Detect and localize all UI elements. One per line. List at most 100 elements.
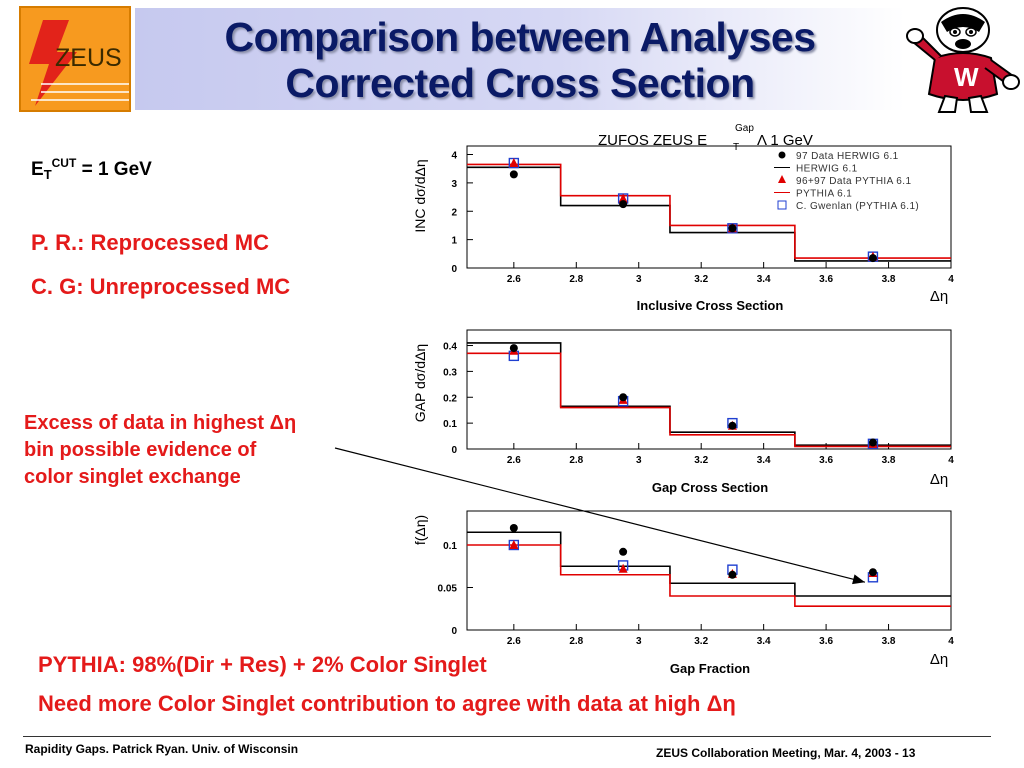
- herwig-data-point: [509, 170, 518, 179]
- herwig-data-point: [868, 438, 877, 447]
- plot-frame-3: [466, 510, 952, 631]
- x-tick-label: 3.8: [882, 274, 896, 285]
- herwig-histogram: [467, 531, 951, 597]
- herwig-data-point: [619, 393, 628, 402]
- y-tick-label: 0.1: [443, 541, 457, 552]
- y-tick-label: 0: [451, 264, 457, 275]
- herwig-data-point: [509, 524, 518, 532]
- herwig-data-point: [868, 254, 877, 263]
- y-tick-label: 4: [451, 151, 457, 162]
- pythia-data-point: [509, 540, 519, 549]
- y-tick-label: 0: [451, 445, 457, 456]
- excess-line-1: Excess of data in highest Δη: [24, 412, 297, 434]
- y-axis-label: GAP dσ/dΔη: [412, 344, 428, 422]
- plot-frame-1: [466, 145, 952, 269]
- chart-title-sub: T: [733, 142, 739, 153]
- excess-note: Excess of data in highest Δη bin possibl…: [24, 410, 384, 491]
- legend-entry: PYTHIA 6.1: [796, 189, 852, 200]
- herwig-data-point: [728, 224, 737, 233]
- pythia-histogram: [467, 544, 951, 607]
- herwig-data-point: [868, 568, 877, 577]
- herwig-data-point: [509, 344, 518, 353]
- y-tick-label: 0: [451, 626, 457, 637]
- chart-title-tail: Λ 1 GeV: [757, 132, 813, 149]
- x-tick-label: 3.2: [694, 274, 708, 285]
- excess-line-3: color singlet exchange: [24, 466, 241, 488]
- et-base: E: [31, 159, 44, 180]
- x-tick-label: 3.8: [882, 636, 896, 647]
- zeus-logo-text: ZEUS: [55, 44, 122, 72]
- excess-line-2: bin possible evidence of: [24, 439, 257, 461]
- y-tick-label: 0.4: [443, 342, 457, 353]
- title-line-2: Corrected Cross Section: [285, 60, 755, 106]
- legend-marker-pythia-data: [778, 175, 786, 183]
- herwig-data-point: [728, 421, 737, 430]
- x-tick-label: 4: [948, 274, 954, 285]
- y-tick-label: 0.2: [443, 393, 457, 404]
- x-tick-label: 4: [948, 455, 954, 466]
- x-tick-label: 3: [636, 636, 642, 647]
- et-sup: CUT: [51, 156, 77, 170]
- pythia-data-point: [509, 158, 519, 168]
- pythia-data-point: [618, 563, 628, 573]
- x-tick-label: 2.6: [507, 636, 521, 647]
- x-tick-label: 3.6: [819, 636, 833, 647]
- x-tick-label: 2.8: [569, 636, 583, 647]
- et-cut-label: ETCUT = 1 GeV: [31, 156, 152, 182]
- x-tick-label: 2.8: [569, 455, 583, 466]
- badger-mascot-icon: W: [906, 7, 1020, 113]
- pythia-histogram: [467, 163, 951, 259]
- need-more-note: Need more Color Singlet contribution to …: [38, 691, 736, 716]
- pythia-note: PYTHIA: 98%(Dir + Res) + 2% Color Single…: [38, 652, 487, 677]
- y-tick-label: 0.05: [438, 584, 458, 595]
- x-tick-label: 2.6: [507, 455, 521, 466]
- panel-subtitle: Gap Cross Section: [652, 480, 768, 495]
- pr-note: P. R.: Reprocessed MC: [31, 230, 270, 255]
- title-band: [135, 8, 905, 110]
- x-tick-label: 3.4: [757, 274, 771, 285]
- slide-title: Comparison between Analyses Corrected Cr…: [135, 14, 905, 106]
- footer-left: Rapidity Gaps. Patrick Ryan. Univ. of Wi…: [25, 742, 299, 756]
- legend-entry: C. Gwenlan (PYTHIA 6.1): [796, 201, 919, 212]
- x-tick-label: 3.8: [882, 455, 896, 466]
- herwig-data-point: [619, 547, 628, 556]
- herwig-data-point: [619, 200, 628, 209]
- x-axis-label: Δη: [930, 651, 948, 668]
- cg-note: C. G: Unreprocessed MC: [31, 274, 291, 299]
- lightning-bolt-icon: [29, 20, 129, 106]
- x-tick-label: 3.6: [819, 455, 833, 466]
- annotation-arrow-head: [852, 574, 865, 585]
- et-value: = 1 GeV: [76, 159, 152, 180]
- x-tick-label: 4: [948, 636, 954, 647]
- herwig-data-point: [728, 570, 737, 579]
- panel-subtitle: Gap Fraction: [670, 661, 750, 676]
- y-tick-label: 0.1: [443, 419, 457, 430]
- chart-title: ZUFOS ZEUS E: [598, 132, 707, 149]
- zeus-logo: ZEUS: [19, 6, 131, 112]
- legend-marker-gwenlan: [777, 200, 787, 210]
- x-axis-label: Δη: [930, 471, 948, 488]
- y-tick-label: 2: [451, 207, 457, 218]
- plot-frame-2: [466, 329, 952, 450]
- legend-marker-herwig-data: [778, 151, 786, 159]
- x-tick-label: 2.8: [569, 274, 583, 285]
- x-tick-label: 3.4: [757, 455, 771, 466]
- x-tick-label: 2.6: [507, 274, 521, 285]
- chart-title-sup: Gap: [735, 123, 754, 134]
- y-axis-label: INC dσ/dΔη: [412, 159, 428, 232]
- herwig-histogram: [467, 342, 951, 446]
- et-sub: T: [43, 167, 52, 182]
- y-axis-label: f(Δη): [412, 515, 428, 545]
- svg-text:W: W: [954, 62, 979, 92]
- x-axis-label: Δη: [930, 288, 948, 305]
- x-tick-label: 3.2: [694, 636, 708, 647]
- y-tick-label: 3: [451, 179, 457, 190]
- x-tick-label: 3.6: [819, 274, 833, 285]
- pythia-data-point: [618, 193, 628, 203]
- x-tick-label: 3.2: [694, 455, 708, 466]
- footer-rule: [23, 736, 991, 737]
- x-tick-label: 3: [636, 274, 642, 285]
- x-tick-label: 3.4: [757, 636, 771, 647]
- legend-entry: HERWIG 6.1: [796, 164, 858, 175]
